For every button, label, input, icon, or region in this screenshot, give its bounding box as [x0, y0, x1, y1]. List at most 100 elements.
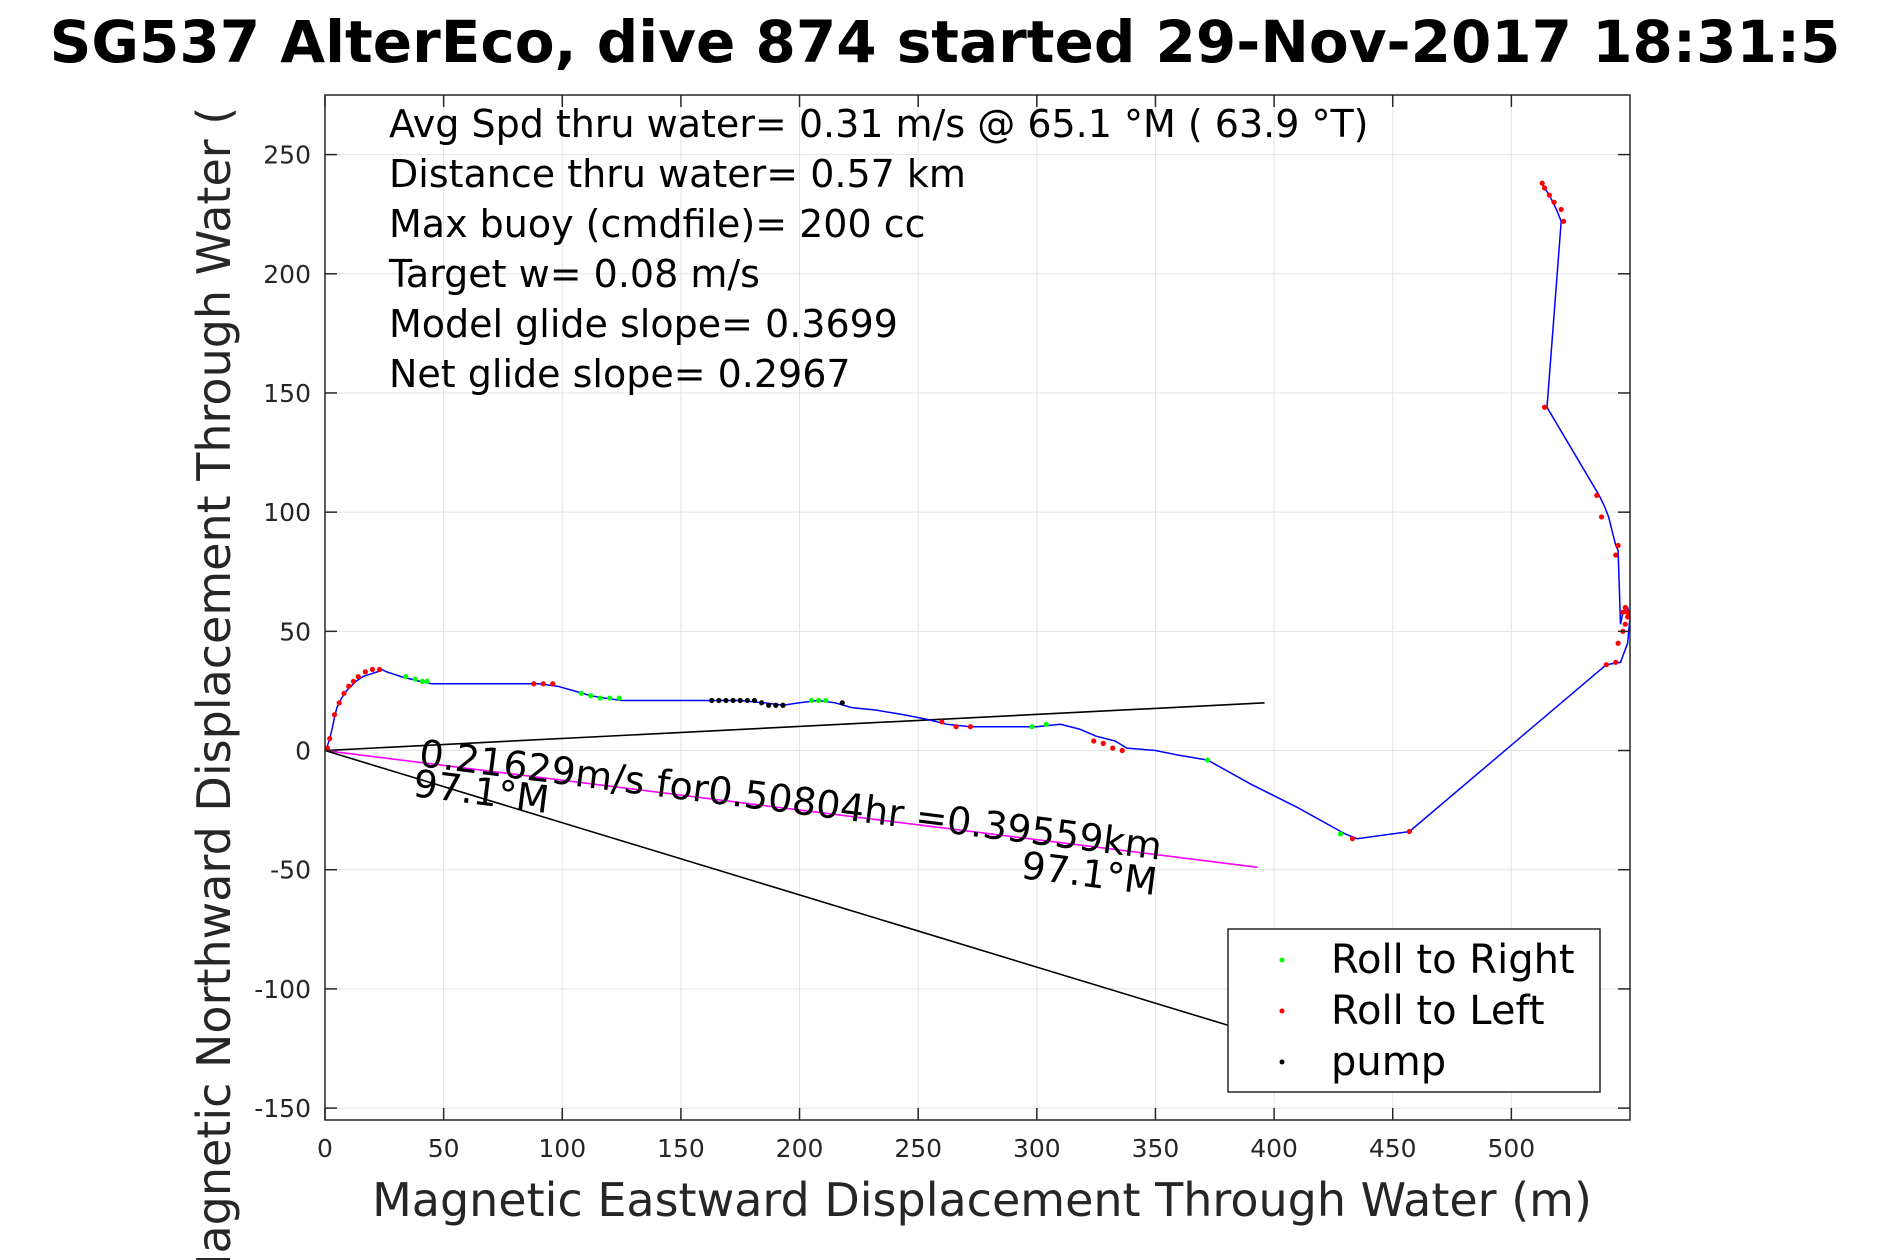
y-tick-label: -100	[254, 975, 311, 1004]
marker-roll-to-right	[808, 697, 815, 704]
marker-roll-to-left	[939, 719, 945, 725]
x-tick-label: 500	[1488, 1134, 1536, 1163]
marker-pump	[773, 702, 779, 708]
marker-roll-to-left	[350, 678, 357, 684]
marker-roll-to-left	[1625, 609, 1631, 615]
marker-roll-to-left	[327, 736, 333, 742]
marker-pump	[839, 700, 845, 706]
marker-roll-to-right	[616, 695, 622, 701]
annotation-max-buoy: Max buoy (cmdfile)= 200 cc	[389, 202, 926, 246]
marker-roll-to-left	[1560, 218, 1567, 224]
marker-roll-to-left	[1625, 614, 1631, 620]
marker-roll-to-left	[540, 681, 546, 687]
y-tick-label: 150	[263, 379, 311, 408]
y-tick-label: 100	[263, 498, 311, 527]
legend: Roll to Right Roll to Left pump	[1227, 928, 1601, 1093]
marker-pump	[780, 702, 786, 708]
marker-pump	[766, 702, 772, 708]
marker-roll-to-right	[597, 695, 603, 701]
legend-box	[1227, 928, 1601, 1093]
legend-marker-pump	[1279, 1059, 1285, 1065]
x-tick-label: 300	[1013, 1134, 1061, 1163]
x-tick-label: 400	[1250, 1134, 1298, 1163]
marker-roll-to-left	[1615, 542, 1621, 549]
legend-label-roll-left: Roll to Left	[1331, 988, 1545, 1034]
marker-roll-to-left	[1100, 740, 1106, 746]
marker-roll-to-right	[412, 676, 418, 682]
marker-pump	[716, 697, 722, 704]
marker-roll-to-right	[823, 697, 829, 704]
marker-roll-to-left	[362, 669, 368, 675]
legend-label-pump: pump	[1331, 1039, 1446, 1085]
axes-box	[324, 94, 1631, 1121]
marker-roll-to-left	[1119, 747, 1125, 754]
marker-roll-to-left	[1622, 604, 1628, 611]
marker-roll-to-left	[346, 683, 352, 689]
legend-label-roll-right: Roll to Right	[1331, 937, 1575, 983]
x-tick-label: 50	[428, 1134, 460, 1163]
annotation-target-w: Target w= 0.08 m/s	[388, 252, 760, 296]
y-tick-label: 50	[279, 617, 311, 646]
marker-roll-to-left	[967, 724, 973, 730]
x-tick-label: 200	[776, 1134, 824, 1163]
annotation-avg-speed: Avg Spd thru water= 0.31 m/s @ 65.1 °M (…	[389, 102, 1369, 146]
marker-pump	[723, 697, 729, 704]
annotation-net-glide-slope: Net glide slope= 0.2967	[389, 352, 851, 396]
marker-roll-to-right	[588, 693, 594, 699]
marker-pump	[751, 697, 758, 704]
marker-roll-to-left	[1622, 621, 1628, 627]
marker-roll-to-right	[403, 674, 409, 680]
reference-line-3	[324, 749, 1234, 1028]
y-tick-label: -50	[270, 856, 311, 885]
marker-roll-to-right	[1337, 831, 1344, 837]
y-tick-label: 0	[295, 737, 311, 766]
annotation-block: Avg Spd thru water= 0.31 m/s @ 65.1 °M (…	[388, 102, 1369, 396]
legend-marker-roll-left	[1279, 1008, 1285, 1014]
marker-roll-to-right	[419, 678, 425, 684]
marker-roll-to-left	[1349, 836, 1355, 842]
marker-roll-to-left	[376, 666, 383, 673]
marker-roll-to-right	[815, 697, 822, 704]
marker-roll-to-left	[550, 681, 556, 687]
annotation-model-glide-slope: Model glide slope= 0.3699	[389, 302, 898, 346]
marker-roll-to-left	[1546, 192, 1552, 198]
markers	[324, 180, 1631, 842]
x-tick-label: 0	[317, 1134, 333, 1163]
x-tick-label: 250	[894, 1134, 942, 1163]
marker-roll-to-left	[1110, 745, 1116, 751]
x-tick-label: 150	[657, 1134, 705, 1163]
reference-line-1	[324, 702, 1265, 752]
marker-roll-to-left	[1551, 199, 1557, 205]
marker-roll-to-right	[1205, 757, 1211, 763]
y-axis-label: Magnetic Northward Displacement Through …	[187, 107, 241, 1260]
marker-pump	[758, 700, 765, 706]
marker-roll-to-right	[424, 678, 430, 684]
y-tick-label: -150	[254, 1094, 311, 1123]
marker-roll-to-left	[1541, 185, 1548, 191]
marker-roll-to-left	[1539, 180, 1545, 186]
marker-pump	[737, 697, 743, 704]
marker-pump	[730, 697, 736, 704]
marker-roll-to-right	[1043, 721, 1049, 727]
marker-roll-to-left	[1598, 514, 1605, 520]
marker-roll-to-left	[1613, 659, 1619, 665]
x-axis-label: Magnetic Eastward Displacement Through W…	[372, 1173, 1592, 1227]
marker-roll-to-right	[578, 690, 584, 696]
marker-roll-to-left	[1594, 492, 1600, 499]
annotation-distance: Distance thru water= 0.57 km	[389, 152, 966, 196]
marker-roll-to-left	[1558, 206, 1564, 213]
legend-marker-roll-right	[1279, 957, 1285, 963]
marker-roll-to-left	[1091, 738, 1097, 744]
marker-roll-to-left	[1603, 662, 1609, 668]
marker-roll-to-left	[953, 724, 959, 730]
marker-roll-to-left	[1615, 640, 1621, 646]
x-tick-label: 100	[538, 1134, 586, 1163]
x-tick-label: 350	[1132, 1134, 1180, 1163]
marker-roll-to-left	[1406, 828, 1412, 835]
marker-roll-to-left	[341, 690, 347, 696]
x-tick-label: 450	[1369, 1134, 1417, 1163]
reference-lines	[324, 702, 1265, 1028]
reference-line-2	[324, 749, 1258, 869]
chart-title: SG537 AlterEco, dive 874 started 29-Nov-…	[50, 8, 1841, 76]
